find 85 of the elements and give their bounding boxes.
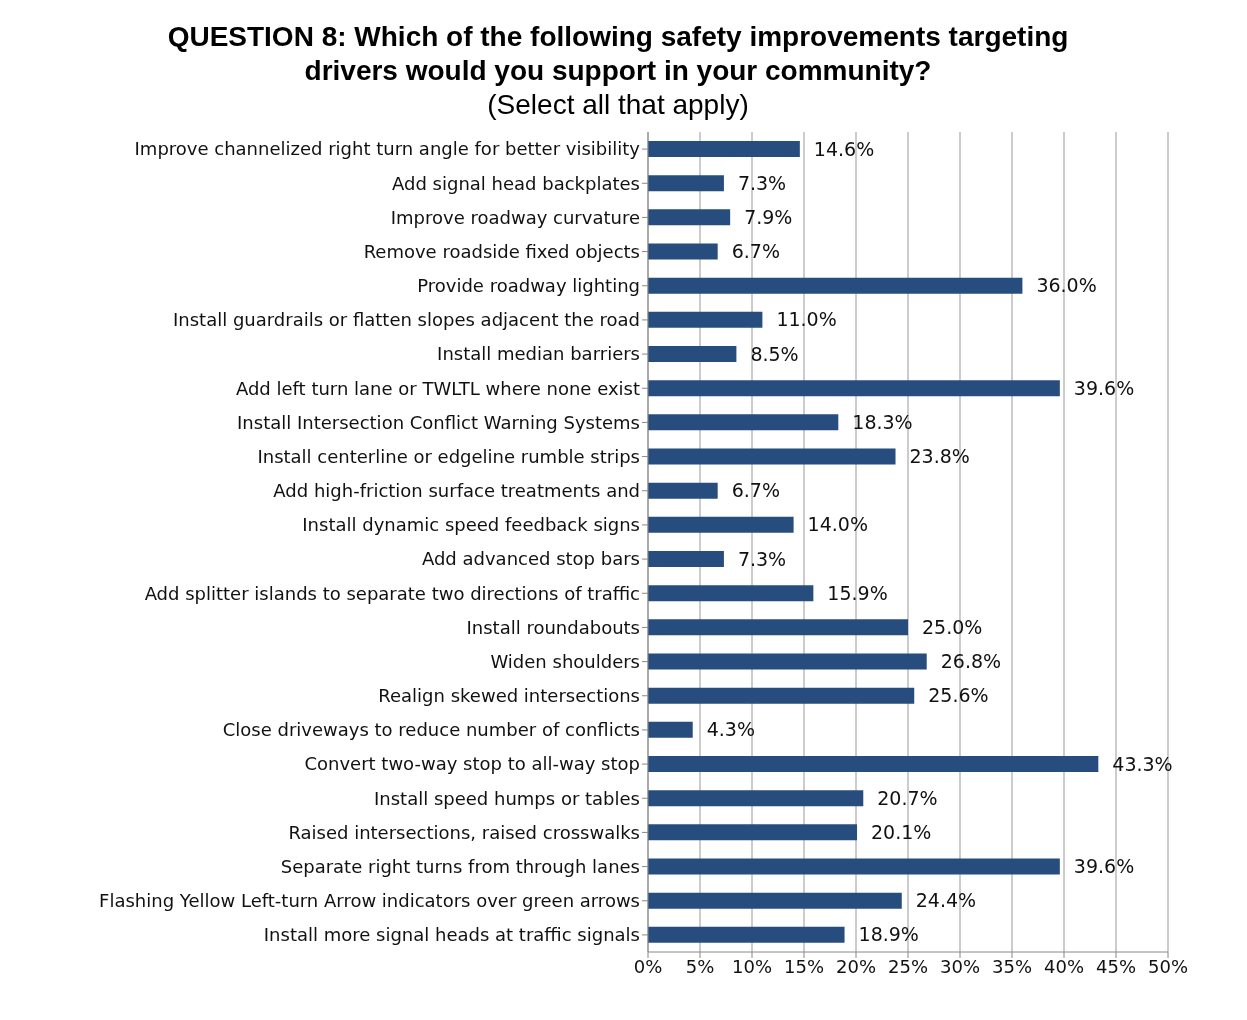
- x-tick-label: 50%: [1147, 955, 1189, 977]
- data-label: 23.8%: [909, 445, 970, 468]
- data-label: 20.1%: [871, 820, 932, 843]
- bar: [648, 892, 902, 909]
- x-tick-label: 10%: [731, 955, 773, 977]
- bar: [648, 346, 737, 362]
- x-tick-label: 35%: [991, 955, 1033, 977]
- y-tick-label: Install Intersection Conflict Warning Systems: [237, 411, 640, 433]
- bar: [648, 790, 864, 807]
- y-tick-label: Separate right turns from through lanes: [280, 855, 640, 877]
- data-label: 11.0%: [776, 308, 837, 331]
- y-tick-label: Install dynamic speed feedback signs: [302, 514, 640, 536]
- bar: [648, 858, 1060, 875]
- y-tick-label: Remove roadside fixed objects: [363, 240, 640, 262]
- bar: [648, 824, 858, 841]
- data-label: 7.3%: [737, 171, 787, 194]
- y-tick-label: Widen shoulders: [490, 650, 640, 672]
- y-tick-label: Install speed humps or tables: [374, 787, 640, 809]
- bar: [648, 482, 718, 499]
- bar: [648, 311, 763, 328]
- x-tick-label: 0%: [633, 955, 663, 977]
- bar: [648, 721, 693, 738]
- bar: [648, 653, 927, 670]
- data-label: 14.0%: [807, 513, 868, 536]
- data-label: 25.6%: [928, 684, 989, 707]
- y-tick-label: Raised intersections, raised crosswalks: [288, 821, 640, 843]
- x-tick-label: 5%: [685, 955, 715, 977]
- bar: [648, 551, 724, 567]
- x-tick-label: 15%: [783, 955, 825, 977]
- y-tick-label: Add splitter islands to separate two directions of traffic: [144, 582, 640, 604]
- data-label: 25.0%: [922, 615, 983, 638]
- y-tick-label: Add left turn lane or TWLTL where none exist: [235, 377, 640, 399]
- x-tick-label: 45%: [1095, 955, 1137, 977]
- y-tick-label: Provide roadway lighting: [417, 275, 640, 297]
- bar: [648, 448, 896, 465]
- bar: [648, 926, 845, 943]
- data-label: 15.9%: [827, 581, 888, 604]
- y-tick-label: Improve roadway curvature: [390, 206, 640, 228]
- bar: [648, 380, 1060, 397]
- bar: [648, 585, 814, 602]
- data-label: 7.3%: [737, 547, 787, 570]
- data-label: 36.0%: [1036, 274, 1097, 297]
- y-tick-label: Convert two-way stop to all-way stop: [304, 753, 640, 775]
- data-label: 6.7%: [731, 240, 780, 263]
- data-label: 18.3%: [852, 410, 913, 433]
- data-label: 7.9%: [744, 205, 793, 228]
- chart-title: QUESTION 8: Which of the following safety improvements targeting drivers would you support in your community?: [166, 20, 1070, 88]
- bar: [648, 141, 800, 157]
- y-tick-label: Realign skewed intersections: [378, 685, 640, 707]
- x-tick-label: 20%: [835, 955, 877, 977]
- data-label: 14.6%: [813, 137, 875, 160]
- bar: [648, 209, 731, 226]
- y-tick-label: Install roundabouts: [466, 616, 640, 638]
- y-tick-label: Improve channelized right turn angle for better visibility: [134, 138, 641, 160]
- y-tick-label: Add signal head backplates: [392, 172, 640, 194]
- data-label: 39.6%: [1073, 376, 1135, 399]
- bar: [648, 756, 1099, 772]
- data-label: 18.9%: [858, 923, 919, 946]
- data-label: 6.7%: [731, 479, 780, 502]
- bar: [648, 516, 794, 533]
- bar: [648, 414, 839, 431]
- bar: [648, 175, 724, 192]
- y-tick-label: Add high-friction surface treatments and: [273, 480, 640, 502]
- y-tick-label: Flashing Yellow Left-turn Arrow indicators over green arrows: [99, 890, 640, 912]
- data-label: 26.8%: [940, 650, 1002, 673]
- x-tick-label: 30%: [939, 955, 981, 977]
- y-tick-label: Install more signal heads at traffic signals: [263, 924, 640, 946]
- bar: [648, 687, 915, 704]
- bar: [648, 277, 1023, 294]
- data-label: 8.5%: [750, 342, 799, 365]
- data-label: 43.3%: [1112, 752, 1173, 775]
- data-label: 4.3%: [706, 718, 755, 741]
- y-tick-label: Install median barriers: [437, 343, 640, 365]
- bar: [648, 619, 908, 636]
- data-label: 24.4%: [915, 889, 977, 912]
- y-tick-label: Install guardrails or flatten slopes adjacent the road: [172, 309, 640, 331]
- y-tick-label: Add advanced stop bars: [421, 548, 640, 570]
- data-label: 20.7%: [877, 786, 938, 809]
- y-tick-label: Install centerline or edgeline rumble strips: [257, 445, 640, 467]
- y-tick-label: Close driveways to reduce number of conflicts: [222, 719, 640, 741]
- bar: [648, 243, 718, 260]
- x-tick-label: 25%: [887, 955, 929, 977]
- chart-subtitle: (Select all that apply): [486, 88, 750, 122]
- data-label: 39.6%: [1073, 855, 1135, 878]
- x-tick-label: 40%: [1043, 955, 1085, 977]
